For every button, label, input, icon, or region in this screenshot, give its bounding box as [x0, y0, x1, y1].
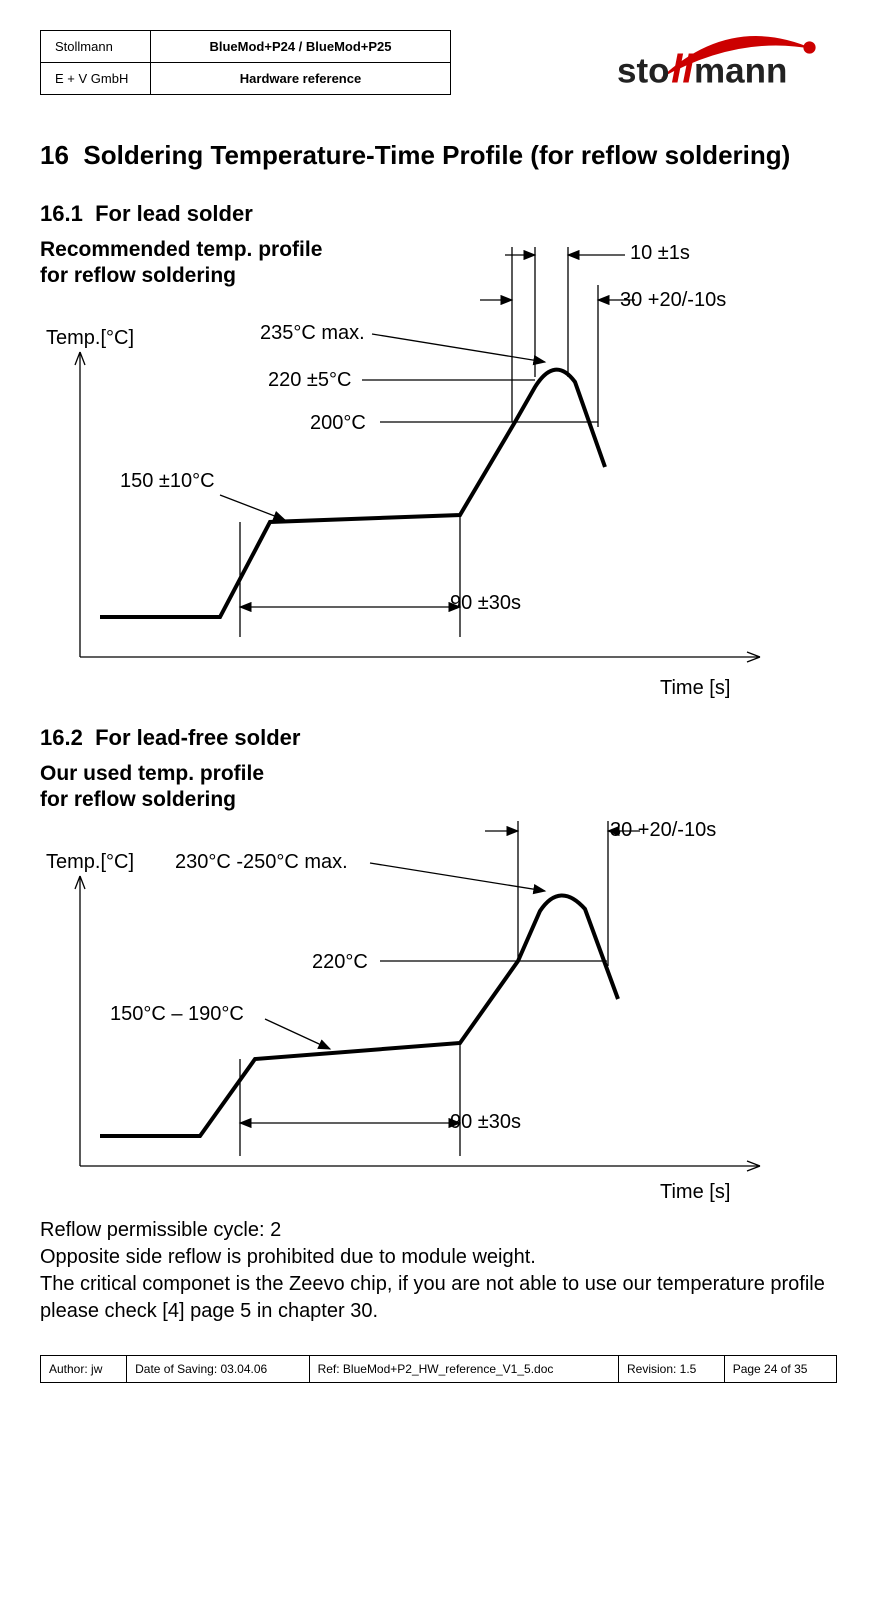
sub2-heading: 16.2 For lead-free solder [40, 725, 837, 751]
footer-date: Date of Saving: 03.04.06 [127, 1356, 309, 1383]
sub2-title: For lead-free solder [95, 725, 300, 750]
header-company-bottom: E + V GmbH [41, 63, 151, 95]
body-l1: Reflow permissible cycle: 2 [40, 1217, 837, 1244]
footer-author: Author: jw [41, 1356, 127, 1383]
stollmann-logo-icon: sto ll mann [607, 30, 837, 100]
body-text: Reflow permissible cycle: 2 Opposite sid… [40, 1217, 837, 1325]
logo-wrap: sto ll mann [451, 30, 837, 100]
header-product: BlueMod+P24 / BlueMod+P25 [151, 31, 451, 63]
header-company-top: Stollmann [41, 31, 151, 63]
diagram-lead: Recommended temp. profile for reflow sol… [40, 237, 800, 707]
diagram-leadfree: Our used temp. profile for reflow solder… [40, 761, 800, 1211]
header-doctype: Hardware reference [151, 63, 451, 95]
footer-ref: Ref: BlueMod+P2_HW_reference_V1_5.doc [309, 1356, 618, 1383]
body-l3: The critical componet is the Zeevo chip,… [40, 1271, 837, 1325]
footer-table: Author: jw Date of Saving: 03.04.06 Ref:… [40, 1355, 837, 1383]
svg-text:ll: ll [671, 47, 694, 92]
sub1-title: For lead solder [95, 201, 253, 226]
diagram1-svg [40, 237, 800, 707]
footer-revision: Revision: 1.5 [618, 1356, 724, 1383]
section-heading: 16 Soldering Temperature-Time Profile (f… [40, 140, 837, 171]
sub2-number: 16.2 [40, 725, 83, 750]
header-table: Stollmann BlueMod+P24 / BlueMod+P25 E + … [40, 30, 451, 95]
diagram2-svg [40, 761, 800, 1211]
section-title-text: Soldering Temperature-Time Profile (for … [83, 140, 790, 170]
svg-text:sto: sto [617, 52, 670, 91]
sub1-heading: 16.1 For lead solder [40, 201, 837, 227]
body-l2: Opposite side reflow is prohibited due t… [40, 1244, 837, 1271]
section-number: 16 [40, 140, 69, 170]
header-row: Stollmann BlueMod+P24 / BlueMod+P25 E + … [40, 30, 837, 100]
sub1-number: 16.1 [40, 201, 83, 226]
footer-page: Page 24 of 35 [724, 1356, 836, 1383]
svg-text:mann: mann [694, 52, 787, 91]
